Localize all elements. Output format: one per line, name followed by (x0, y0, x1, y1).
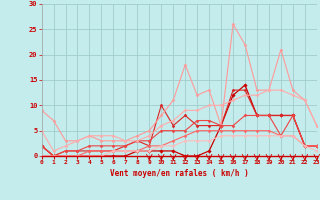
X-axis label: Vent moyen/en rafales ( km/h ): Vent moyen/en rafales ( km/h ) (110, 169, 249, 178)
